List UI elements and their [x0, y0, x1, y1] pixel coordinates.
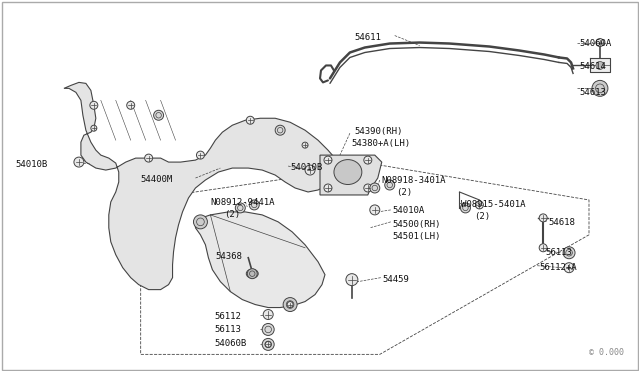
Polygon shape — [590, 58, 610, 73]
Circle shape — [324, 184, 332, 192]
Circle shape — [539, 214, 547, 222]
Circle shape — [460, 203, 470, 213]
Text: 54010B: 54010B — [15, 160, 47, 169]
Text: 54368: 54368 — [216, 252, 243, 261]
Circle shape — [324, 156, 332, 164]
Text: 54501(LH): 54501(LH) — [393, 232, 441, 241]
Circle shape — [275, 125, 285, 135]
Text: (2): (2) — [225, 210, 241, 219]
Circle shape — [74, 157, 84, 167]
Circle shape — [262, 324, 274, 336]
Circle shape — [302, 142, 308, 148]
Circle shape — [287, 302, 293, 308]
Circle shape — [263, 310, 273, 320]
Polygon shape — [64, 82, 338, 290]
Circle shape — [476, 201, 483, 209]
Text: N08912-9441A: N08912-9441A — [211, 198, 275, 207]
Circle shape — [596, 61, 604, 70]
Text: © 0.000: © 0.000 — [589, 348, 624, 357]
Text: 54010A: 54010A — [393, 206, 425, 215]
Text: W08915-5401A: W08915-5401A — [461, 200, 526, 209]
Circle shape — [564, 263, 574, 273]
Circle shape — [249, 200, 259, 210]
Text: 54380+A(LH): 54380+A(LH) — [352, 139, 411, 148]
Text: 54459: 54459 — [383, 275, 410, 284]
Circle shape — [91, 125, 97, 131]
Polygon shape — [320, 155, 382, 195]
Text: 54613: 54613 — [579, 89, 606, 97]
Text: 56112+A: 56112+A — [539, 263, 577, 272]
Circle shape — [283, 298, 297, 311]
Text: 56113: 56113 — [214, 326, 241, 334]
Circle shape — [196, 151, 204, 159]
Circle shape — [247, 269, 257, 279]
Circle shape — [370, 205, 380, 215]
Text: 54614: 54614 — [579, 62, 606, 71]
Text: N08918-3401A: N08918-3401A — [382, 176, 446, 185]
Circle shape — [370, 183, 380, 193]
Text: (2): (2) — [396, 188, 412, 197]
Circle shape — [127, 101, 134, 109]
Text: 54390(RH): 54390(RH) — [355, 127, 403, 136]
Text: (2): (2) — [474, 212, 490, 221]
Text: 54060B: 54060B — [214, 339, 246, 349]
Circle shape — [236, 203, 245, 213]
Text: 54010B: 54010B — [290, 163, 323, 172]
Ellipse shape — [334, 160, 362, 185]
Text: 56113: 56113 — [545, 248, 572, 257]
Circle shape — [90, 101, 98, 109]
Circle shape — [193, 215, 207, 229]
Circle shape — [539, 244, 547, 252]
Circle shape — [385, 180, 395, 190]
Text: 54400M: 54400M — [141, 175, 173, 184]
Polygon shape — [195, 212, 325, 308]
Circle shape — [364, 184, 372, 192]
Text: 54618: 54618 — [548, 218, 575, 227]
Circle shape — [596, 39, 604, 46]
Circle shape — [246, 116, 254, 124]
Circle shape — [364, 156, 372, 164]
Circle shape — [154, 110, 164, 120]
Text: 54060A: 54060A — [579, 39, 611, 48]
Circle shape — [346, 274, 358, 286]
Ellipse shape — [246, 269, 258, 278]
Circle shape — [145, 154, 152, 162]
Circle shape — [563, 247, 575, 259]
Text: 54611: 54611 — [355, 33, 381, 42]
Circle shape — [592, 80, 608, 96]
Text: 54500(RH): 54500(RH) — [393, 220, 441, 229]
Text: 56112: 56112 — [214, 311, 241, 321]
Circle shape — [265, 341, 271, 347]
Circle shape — [262, 339, 274, 350]
Circle shape — [305, 165, 315, 175]
